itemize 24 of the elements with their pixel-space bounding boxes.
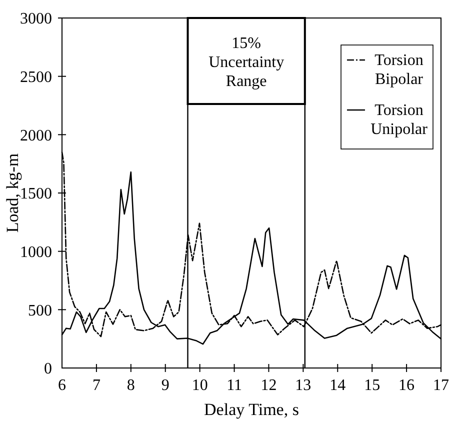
x-tick-label: 8 (126, 377, 135, 394)
x-tick-label: 9 (161, 377, 170, 394)
y-tick-label: 2000 (20, 127, 52, 144)
legend-label: Torsion Bipolar (374, 52, 424, 88)
x-tick-label: 16 (398, 377, 415, 394)
x-tick-label: 10 (192, 377, 208, 394)
y-tick-label: 0 (44, 360, 52, 378)
x-tick-label: 15 (364, 377, 380, 394)
y-tick-label: 500 (28, 302, 52, 320)
x-tick-label: 6 (58, 377, 66, 394)
y-tick-label: 3000 (20, 10, 52, 28)
y-tick-label: 1000 (20, 244, 52, 261)
x-tick-label: 12 (260, 377, 277, 394)
x-tick-label: 14 (330, 377, 346, 394)
y-tick-label: 1500 (20, 186, 52, 203)
y-tick-label: 2500 (20, 68, 52, 86)
x-axis-title: Delay Time, s (204, 400, 299, 419)
y-axis-title: Load, kg-m (3, 153, 22, 233)
x-tick-label: 11 (226, 377, 242, 394)
annotation: 15% Uncertainty Range (208, 35, 284, 90)
legend-label: Torsion Unipolar (370, 102, 428, 138)
x-tick-label: 17 (433, 377, 449, 394)
x-tick-label: 13 (295, 377, 312, 394)
x-tick-label: 7 (92, 377, 100, 394)
